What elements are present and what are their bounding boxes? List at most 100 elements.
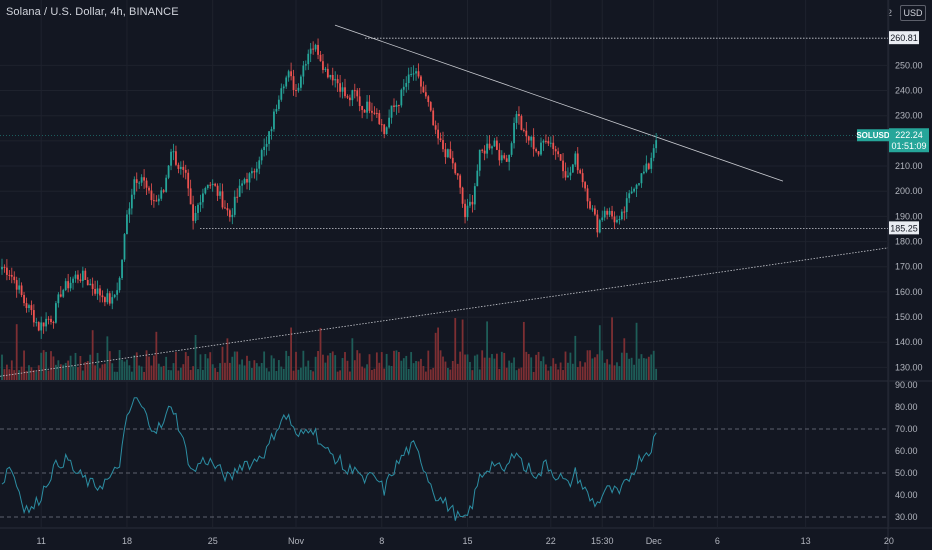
volume-bar xyxy=(424,371,427,380)
candle-body xyxy=(140,177,143,183)
candle-body xyxy=(35,322,38,324)
volume-bar xyxy=(145,350,148,380)
candle-body xyxy=(606,210,609,215)
candle-body xyxy=(530,136,533,141)
candle-body xyxy=(101,295,104,298)
candle-body xyxy=(287,71,290,78)
volume-bar xyxy=(231,356,234,380)
volume-bar xyxy=(309,370,312,380)
volume-bar xyxy=(241,359,243,380)
candle-body xyxy=(253,171,256,173)
candle-body xyxy=(69,282,72,289)
volume-bar xyxy=(601,350,604,380)
volume-bar xyxy=(32,369,35,380)
volume-bar xyxy=(15,324,18,380)
candle-body xyxy=(471,201,474,205)
volume-bar xyxy=(454,318,457,380)
volume-bar xyxy=(400,360,403,380)
volume-bar xyxy=(300,367,302,380)
candle-body xyxy=(160,190,163,199)
volume-bar xyxy=(317,351,319,380)
candle-body xyxy=(138,182,141,184)
time-tick-label: 15:30 xyxy=(591,536,614,546)
candle-body xyxy=(346,96,349,98)
candle-body xyxy=(562,160,564,172)
volume-bar xyxy=(373,368,376,380)
volume-bar xyxy=(248,360,251,380)
candle-body xyxy=(608,210,611,215)
candle-body xyxy=(89,283,92,286)
volume-bar xyxy=(209,352,212,380)
volume-bar xyxy=(77,367,79,380)
candle-body xyxy=(518,114,520,117)
price-tick-label: 140.00 xyxy=(895,337,923,347)
volume-bar xyxy=(640,354,643,380)
volume-bar xyxy=(491,354,493,380)
volume-bar xyxy=(594,357,596,380)
volume-bar xyxy=(559,362,562,380)
price-tick-label: 190.00 xyxy=(895,211,923,221)
volume-bar xyxy=(64,362,67,380)
candle-body xyxy=(466,205,469,218)
candle-body xyxy=(478,149,481,171)
volume-bar xyxy=(199,354,202,380)
volume-bar xyxy=(447,367,449,380)
volume-bar xyxy=(277,360,280,380)
candle-body xyxy=(99,288,101,296)
volume-bar xyxy=(618,366,621,380)
candlesticks xyxy=(1,38,658,339)
candle-body xyxy=(233,196,236,215)
candle-body xyxy=(187,172,190,189)
candle-body xyxy=(270,129,273,132)
candle-body xyxy=(427,96,430,103)
volume-bar xyxy=(243,365,246,380)
volume-bar xyxy=(581,366,584,380)
volume-bar xyxy=(275,370,278,380)
trendlines[interactable] xyxy=(0,24,889,377)
rsi-tick-label: 30.00 xyxy=(895,512,918,522)
volume-bar xyxy=(567,362,569,380)
volume-bar xyxy=(589,350,591,380)
candle-body xyxy=(449,149,452,158)
candle-body xyxy=(248,173,251,183)
volume-bar xyxy=(329,352,332,380)
candle-body xyxy=(407,74,410,84)
candle-body xyxy=(228,210,231,218)
candle-body xyxy=(620,211,623,220)
volume-bar xyxy=(398,351,400,380)
candle-body xyxy=(493,140,496,147)
volume-bar xyxy=(40,352,43,380)
candle-body xyxy=(398,104,400,106)
volume-bar xyxy=(258,366,261,380)
time-tick-label: Dec xyxy=(646,536,663,546)
currency-button[interactable]: USD xyxy=(900,5,926,21)
volume-bar xyxy=(471,370,474,380)
candle-body xyxy=(25,303,28,309)
volume-bar xyxy=(380,352,383,380)
volume-bar xyxy=(505,367,508,380)
candle-body xyxy=(638,183,640,185)
candle-body xyxy=(623,211,626,213)
volume-bar xyxy=(121,359,123,380)
volume-bar xyxy=(84,362,87,380)
candle-body xyxy=(579,170,582,174)
candle-body xyxy=(461,187,464,204)
volume-bar xyxy=(486,321,488,380)
candle-body xyxy=(424,92,427,97)
volume-bar xyxy=(50,351,52,380)
volume-bar xyxy=(375,352,378,380)
candle-body xyxy=(155,200,158,202)
candle-body xyxy=(57,294,60,304)
volume-bar xyxy=(28,365,30,380)
volume-bar xyxy=(182,364,185,380)
volume-bar xyxy=(483,357,486,380)
volume-bar xyxy=(530,357,533,380)
volume-bar xyxy=(478,369,481,380)
volume-bar xyxy=(140,366,143,380)
volume-bar xyxy=(385,353,388,380)
candle-body xyxy=(505,158,508,162)
rsi-pane xyxy=(0,397,888,521)
volume-bar xyxy=(79,355,82,380)
volume-bar xyxy=(326,355,329,380)
